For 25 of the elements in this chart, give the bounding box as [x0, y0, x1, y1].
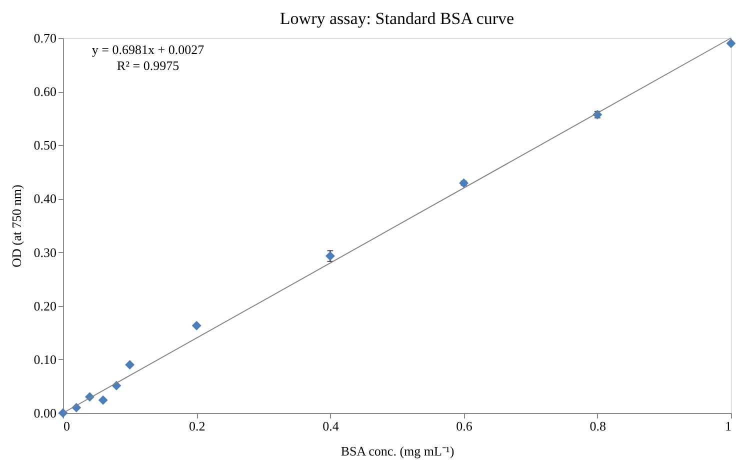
x-tick-label: 0.8 [590, 418, 606, 434]
point [125, 360, 135, 370]
point [459, 178, 469, 188]
x-axis-title: BSA conc. (mg mL⁻¹) [340, 444, 454, 458]
point [325, 251, 335, 261]
x-tick-label: 0.6 [456, 418, 473, 434]
chart-title: Lowry assay: Standard BSA curve [280, 9, 514, 28]
annotation: y = 0.6981x + 0.0027 [92, 42, 205, 57]
x-tick-label: 0 [64, 418, 70, 434]
y-tick-label: 0.20 [34, 298, 56, 314]
point [726, 38, 736, 48]
point [192, 320, 202, 330]
y-tick-label: 0.70 [34, 30, 56, 46]
y-tick-label: 0.10 [34, 352, 56, 367]
x-tick-label: 0.2 [188, 418, 206, 434]
point [98, 395, 108, 405]
y-axis-title: OD (at 750 nm) [8, 184, 24, 268]
x-tick-label: 0.4 [322, 418, 340, 434]
y-tick-label: 0.00 [34, 406, 56, 420]
y-tick-label: 0.30 [34, 244, 56, 260]
x-tick-label: 1 [725, 418, 732, 434]
y-tick-label: 0.50 [34, 138, 56, 153]
y-tick-label: 0.60 [34, 84, 56, 100]
y-tick-label: 0.40 [34, 191, 56, 206]
annotation: R² = 0.9975 [116, 58, 180, 73]
